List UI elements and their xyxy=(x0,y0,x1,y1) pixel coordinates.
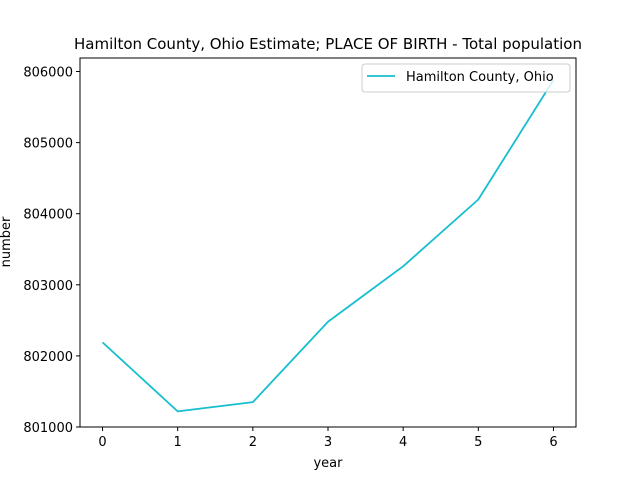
legend-box xyxy=(361,63,571,93)
x-tick-label: 5 xyxy=(474,435,482,450)
y-tick-label: 806000 xyxy=(23,66,73,81)
y-tick-label: 803000 xyxy=(23,279,73,294)
y-tick-label: 804000 xyxy=(23,208,73,223)
x-tick-label: 0 xyxy=(98,435,106,450)
series-layer xyxy=(101,79,555,413)
y-axis: 801000 802000 803000 804000 805000 806000 xyxy=(23,66,80,436)
x-axis: 0 1 2 3 4 5 6 xyxy=(98,427,558,450)
x-axis-label: year xyxy=(313,456,343,471)
legend: Hamilton County, Ohio xyxy=(361,63,571,93)
x-tick-label: 4 xyxy=(399,435,407,450)
legend-label: Hamilton County, Ohio xyxy=(406,70,554,85)
x-tick-label: 3 xyxy=(324,435,332,450)
plot-frame xyxy=(79,57,577,428)
y-tick-label: 801000 xyxy=(23,421,73,436)
y-tick-label: 805000 xyxy=(23,137,73,152)
x-tick-label: 2 xyxy=(249,435,257,450)
chart-title: Hamilton County, Ohio Estimate; PLACE OF… xyxy=(74,35,582,53)
x-tick-label: 6 xyxy=(549,435,557,450)
series-line xyxy=(101,79,555,413)
x-tick-label: 1 xyxy=(174,435,182,450)
y-tick-label: 802000 xyxy=(23,350,73,365)
y-axis-label: number xyxy=(0,216,14,267)
